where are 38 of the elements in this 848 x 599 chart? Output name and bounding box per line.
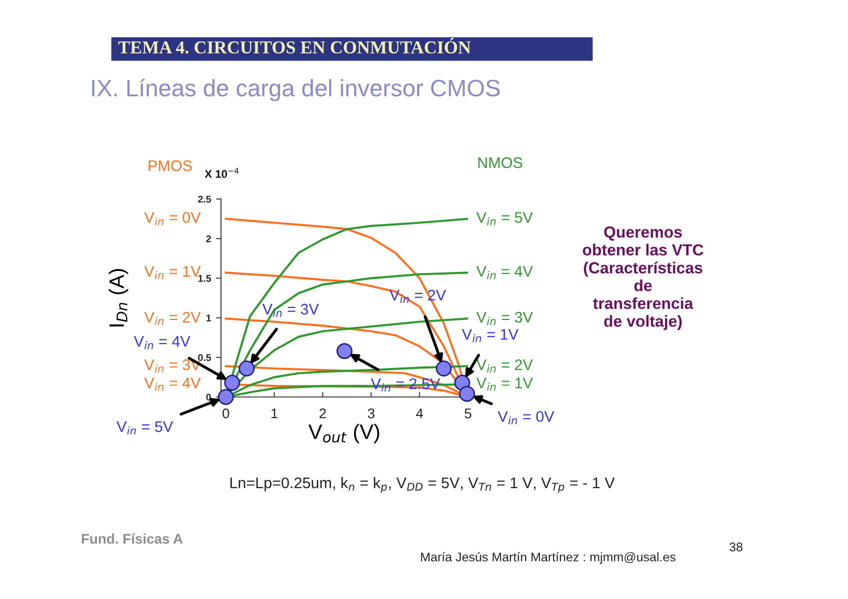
annotation: V$_{in}$ = 5V [116, 421, 174, 434]
annotation: V$_{in}$ = 4V [134, 336, 190, 350]
chart-title: IX. Líneas de carga del inversor CMOS [92, 78, 500, 102]
text: María Jesús Martín Martínez : mjmm@usal.es [421, 552, 676, 564]
series-label: V$_{in}$ = 3V [476, 312, 533, 326]
series-label: V$_{in}$ = 4V [144, 378, 201, 391]
y-tick-label: 2.5 [198, 196, 212, 203]
series-label: V$_{in}$ = 0V [144, 212, 201, 226]
text: PMOS [148, 160, 192, 172]
series-label: V$_{in}$ = 5V [476, 212, 533, 226]
series-label: V$_{in}$ = 2V [144, 312, 201, 326]
y-tick-label: 2 [206, 235, 211, 242]
series-label: V$_{in}$ = 4V [476, 266, 533, 280]
x-tick-label: 1 [271, 408, 278, 418]
series-label: V$_{in}$ = 2V [476, 359, 533, 373]
y-tick-label: 0 [206, 394, 211, 401]
y-tick-label: 0.5 [198, 354, 212, 362]
x-axis-title: V$_{out}$ (V) [308, 424, 380, 444]
text: 38 [730, 542, 742, 552]
x-tick-label: 0 [222, 408, 230, 418]
series-label: V$_{in}$ = 1V [144, 266, 201, 280]
text: TEMA 4. CIRCUITOS EN CONMUTACIÓN [118, 38, 471, 54]
text: Fund. Físicas A [82, 533, 183, 544]
y-tick-label: 1 [206, 314, 212, 322]
y-tick-label: 1.5 [198, 275, 212, 282]
text: Ln=Lp=0.25um, k$_{n}$ = k$_{p}$, V$_{DD}$ = 5V, V$_{Tn}$ = 1 V, V$_{Tp}$ = - 1 V [230, 477, 615, 493]
x-tick-label: 2 [320, 408, 326, 418]
annotation: V$_{in}$ = 0V [498, 411, 554, 424]
series-label: V$_{in}$ = 1V [476, 378, 533, 391]
text: X 10$^{−4}$ [204, 168, 239, 178]
annotation: V$_{in}$ = 1V [462, 329, 518, 342]
text: Queremos obtener las VTC (Características de transferencia de voltaje) [582, 226, 704, 330]
y-axis-title: I$_{Dn}$ (A) [108, 269, 128, 326]
x-tick-label: 5 [464, 408, 472, 418]
text: NMOS [478, 157, 522, 168]
x-tick-label: 3 [368, 408, 374, 418]
x-tick-label: 4 [416, 408, 424, 418]
annotation: V$_{in}$ = 3V [262, 304, 319, 317]
